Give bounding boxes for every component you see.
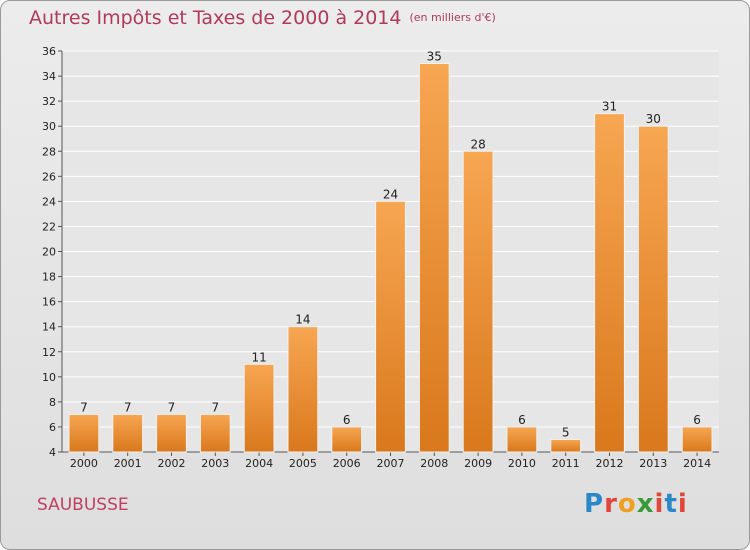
y-tick-label: 24	[42, 195, 56, 208]
bar	[594, 113, 625, 453]
x-tick-label: 2010	[508, 457, 536, 470]
data-label: 35	[427, 50, 442, 64]
data-label: 7	[80, 400, 88, 414]
data-label: 24	[383, 187, 398, 201]
x-tick-label: 2000	[70, 457, 98, 470]
data-label: 14	[295, 313, 310, 327]
x-tick-label: 2005	[289, 457, 317, 470]
x-tick-label: 2003	[201, 457, 229, 470]
x-tick-label: 2008	[420, 457, 448, 470]
data-label: 11	[251, 350, 266, 364]
y-tick-label: 4	[49, 446, 56, 459]
commune-name: SAUBUSSE	[37, 495, 129, 515]
bar	[550, 438, 582, 453]
y-tick-label: 30	[42, 120, 56, 133]
data-label: 7	[168, 400, 176, 414]
bar	[506, 426, 538, 453]
y-tick-label: 26	[42, 170, 56, 183]
y-tick-label: 28	[42, 145, 56, 158]
data-label: 5	[562, 425, 570, 439]
y-tick-label: 14	[42, 321, 56, 334]
y-tick-label: 36	[42, 45, 56, 58]
data-label: 7	[211, 400, 219, 414]
x-tick-label: 2011	[552, 457, 580, 470]
bar	[112, 413, 144, 453]
y-tick-label: 18	[42, 271, 56, 284]
x-tick-label: 2014	[683, 457, 711, 470]
y-tick-label: 16	[42, 296, 56, 309]
y-tick-label: 22	[42, 220, 56, 233]
data-label: 6	[518, 413, 526, 427]
title-text: Autres Impôts et Taxes de 2000 à 2014	[29, 7, 402, 29]
data-label: 28	[470, 137, 485, 151]
bar	[462, 150, 494, 453]
y-tick-label: 8	[49, 396, 56, 409]
bar	[68, 413, 100, 453]
data-label: 6	[343, 413, 351, 427]
x-tick-label: 2013	[639, 457, 667, 470]
bar	[637, 125, 669, 453]
x-tick-label: 2001	[114, 457, 142, 470]
x-tick-label: 2006	[333, 457, 361, 470]
data-label: 31	[602, 100, 617, 114]
bar	[199, 413, 231, 453]
chart-title: Autres Impôts et Taxes de 2000 à 2014 (en…	[29, 7, 496, 29]
y-tick-label: 12	[42, 346, 56, 359]
proxiti-logo: Proxiti	[584, 489, 688, 519]
bars	[68, 63, 713, 453]
data-label: 7	[124, 400, 132, 414]
y-tick-label: 20	[42, 246, 56, 259]
bar	[375, 200, 406, 453]
x-tick-label: 2004	[245, 457, 273, 470]
data-label: 6	[693, 413, 701, 427]
y-tick-label: 10	[42, 371, 56, 384]
y-tick-label: 32	[42, 95, 56, 108]
y-tick-label: 6	[49, 421, 56, 434]
labels: 4 6 8 10 12 14 16 18 20 22 24 26 28 30 32 34 36 7 2000 7 200…	[42, 45, 711, 470]
y-tick-label: 34	[42, 70, 56, 83]
unit-note: (en milliers d'€)	[409, 11, 496, 24]
bar	[418, 63, 450, 453]
x-tick-label: 2007	[377, 457, 405, 470]
x-tick-label: 2002	[158, 457, 186, 470]
x-tick-label: 2009	[464, 457, 492, 470]
bar	[243, 363, 275, 453]
x-tick-label: 2012	[596, 457, 624, 470]
data-label: 30	[646, 112, 661, 126]
bar	[331, 426, 363, 453]
bar	[156, 413, 187, 453]
bar	[681, 426, 713, 453]
bar	[287, 326, 319, 453]
